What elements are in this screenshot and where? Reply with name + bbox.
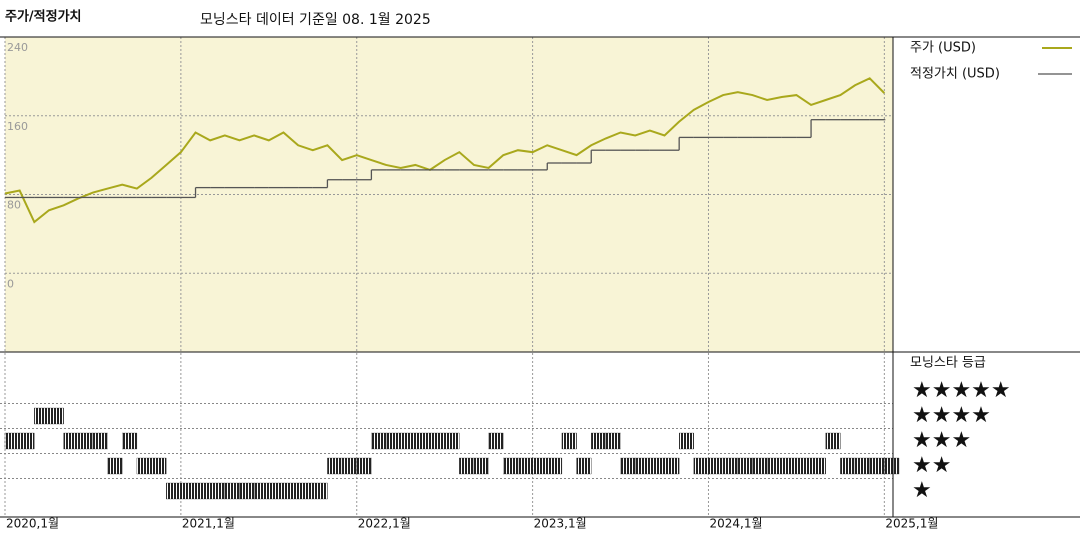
rating-label: ★★★★ [912,403,991,428]
rating-bar [48,407,64,425]
rating-bar [78,432,94,450]
rating-bar [693,457,709,475]
rating-bar [268,482,284,500]
rating-bar [825,432,841,450]
rating-bar [19,432,35,450]
rating-bar [664,457,680,475]
rating-bar [297,482,313,500]
rating-bar [488,432,504,450]
rating-bar [591,432,607,450]
rating-bar [649,457,665,475]
rating-bar [210,482,225,500]
rating-bar [107,457,123,475]
rating-bar [840,457,856,475]
rating-bar [576,457,592,475]
rating-bar [722,457,738,475]
rating-bar [312,482,328,500]
rating-bar [253,482,269,500]
chart-title: 주가/적정가치 [5,9,82,25]
y-tick-label: 80 [7,199,21,212]
rating-label: ★★★★★ [912,378,1011,403]
rating-bar [547,457,563,475]
rating-bar [415,432,431,450]
rating-bar [224,482,240,500]
rating-bar [356,457,372,475]
x-tick-label: 2025,1월 [885,517,938,531]
rating-bar [444,432,460,450]
rating-label: ★★ [912,453,951,478]
rating-bar [561,432,577,450]
rating-bar [371,432,387,450]
legend-label: 적정가치 (USD) [910,67,1000,82]
y-tick-label: 160 [7,120,28,133]
rating-bar [869,457,885,475]
rating-bar [459,457,475,475]
rating-bar [620,457,636,475]
rating-bar [532,457,548,475]
rating-bar [884,457,900,475]
x-tick-label: 2020,1월 [6,517,59,531]
y-tick-label: 240 [7,41,28,54]
rating-bar [766,457,782,475]
x-tick-label: 2024,1월 [709,517,762,531]
rating-bar [752,457,768,475]
rating-bar [327,457,343,475]
rating-title: 모닝스타 등급 [910,356,986,371]
rating-bar [503,457,519,475]
rating-bar [810,457,826,475]
rating-bar [180,482,196,500]
rating-bar [708,457,724,475]
rating-bar [34,407,50,425]
rating-bar [429,432,445,450]
rating-bar [92,432,108,450]
rating-bar [122,432,138,450]
rating-bar [635,457,651,475]
rating-bar [63,432,79,450]
rating-bar [283,482,299,500]
rating-bar [737,457,753,475]
rating-bar [400,432,416,450]
frame [0,36,1080,518]
rating-bar [136,457,152,475]
rating-bar [239,482,255,500]
rating-bar [151,457,167,475]
rating-bar [4,432,20,450]
rating-bar [605,432,621,450]
rating-bar [781,457,797,475]
rating-label: ★★★ [912,428,971,453]
y-tick-label: 0 [7,277,14,290]
rating-bar [341,457,357,475]
x-tick-label: 2021,1월 [182,517,235,531]
rating-bar [796,457,812,475]
price-line [4,77,886,224]
rating-bar [166,482,182,500]
rating-bar [517,457,533,475]
rating-bar [195,482,211,500]
x-tick-label: 2023,1월 [534,517,587,531]
rating-label: ★ [912,478,932,503]
x-tick-label: 2022,1월 [358,517,411,531]
chart-subtitle: 모닝스타 데이터 기준일 08. 1월 2025 [200,12,431,28]
legend-label: 주가 (USD) [910,41,976,56]
rating-bar [854,457,870,475]
rating-bar [385,432,401,450]
rating-bar [679,432,694,450]
rating-bar [473,457,489,475]
